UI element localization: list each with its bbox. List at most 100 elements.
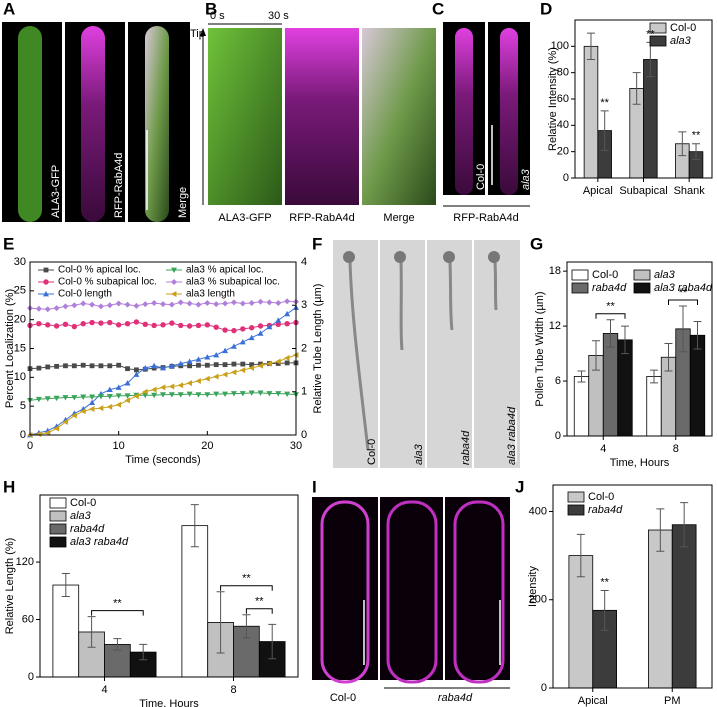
micrograph [380,497,443,680]
marker [80,394,87,400]
marker [134,367,139,373]
marker [257,323,264,329]
pollen-grain [443,251,455,263]
marker [53,395,60,402]
marker [151,392,158,399]
marker [133,371,140,377]
bracket [668,299,698,305]
marker [115,384,122,390]
marker [97,405,104,412]
legend-label: ala3 [654,269,676,281]
y-axis-title: Percent Localization (%) [4,289,16,408]
genotype-label: Col-0 [475,164,487,190]
bar [643,59,658,179]
significance: ** [255,596,264,608]
marker [204,299,211,306]
marker [124,301,131,308]
y-tick-label: 6 [555,375,561,387]
error-bar [693,321,702,350]
y-axis-title: Relative Intensity (%) [547,47,559,151]
legend-label: Col-0 [592,269,618,281]
marker [98,320,104,326]
marker [107,363,113,369]
pollen-grain [394,251,406,263]
y-axis-title: Intensity [527,566,539,607]
genotype-label: ala3 [520,168,532,190]
marker [177,360,184,367]
error-bar [592,340,600,371]
error-bar [664,343,673,372]
marker [213,391,220,398]
marker [178,322,184,329]
marker [204,375,210,382]
marker [248,299,255,306]
legend-swatch [49,497,67,509]
y-tick-label: 20 [557,146,569,158]
channel-label: ALA3-GFP [50,165,62,218]
bar [646,376,662,437]
marker [249,362,255,368]
legend-swatch [49,523,67,535]
marker [151,362,158,369]
marker [80,321,86,327]
marker [71,412,77,419]
y-tick-label: 100 [551,40,569,52]
marker [213,373,219,380]
marker [239,367,246,374]
legend-label: Col-0 [70,497,96,509]
x-tick-label: PM [664,695,681,707]
marker [186,300,193,307]
marker [284,298,291,305]
marker [230,343,237,349]
marker [284,391,291,398]
marker [222,300,229,307]
marker [151,322,157,329]
marker [115,322,122,328]
marker [142,364,149,371]
marker [142,388,148,395]
marker [230,391,237,397]
y2-tick-label: 2 [301,342,307,354]
legend-label: Col-0 % subapical loc. [58,277,157,288]
marker [248,325,255,331]
legend-swatch [567,491,585,503]
error-bar [600,110,609,151]
legend-swatch [633,269,651,281]
kymograph [362,28,436,205]
marker [266,360,272,367]
marker [275,317,282,323]
marker [275,391,282,397]
panel-label: E [3,234,14,253]
marker [168,392,175,398]
legend-label: Col-0 [670,22,696,34]
bar [573,376,590,437]
y-tick-label: 30 [14,256,26,268]
marker [63,363,68,369]
marker [142,301,149,308]
marker [80,362,86,368]
y-tick-label: 0 [541,682,547,694]
error-bar [576,533,585,578]
marker [80,300,87,307]
y-tick-label: 400 [529,505,547,517]
marker [186,380,192,387]
marker [35,396,42,403]
marker [44,306,51,313]
legend-label: raba4d [592,282,627,294]
bar [181,525,209,678]
panel-label: C [432,0,444,18]
x-axis-title: Time (seconds) [125,454,200,466]
marker [106,393,113,400]
marker [71,323,78,330]
genotype-label: ala3 raba4d [506,406,518,465]
marker [230,299,237,306]
pollen-tube [453,500,505,684]
marker [62,395,69,401]
legend-label: ala3 raba4d [70,536,129,548]
marker [168,362,175,369]
marker [204,392,211,398]
error-bar [586,32,595,60]
arrow-head [200,28,206,36]
x-axis-title: Time, Hours [610,457,670,469]
error-bar [113,638,122,651]
